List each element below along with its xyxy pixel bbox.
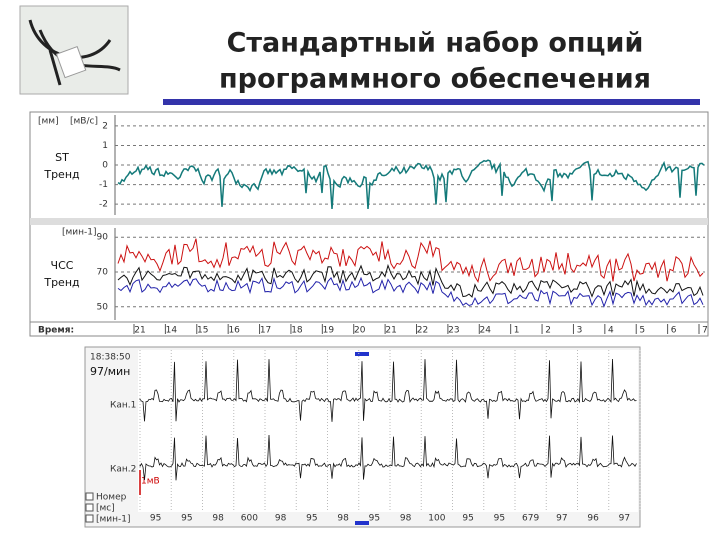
card (55, 45, 87, 79)
rr-value: 95 (306, 514, 317, 524)
separator (30, 218, 708, 225)
label: ЧСС (51, 259, 74, 272)
time-label: 5 (639, 326, 645, 336)
rr-value: 98 (212, 514, 224, 524)
rr-value: 98 (400, 514, 412, 524)
scale: 1мВ (141, 477, 160, 487)
time-label: 2 (545, 326, 551, 336)
time-label: 19 (323, 326, 335, 336)
ecg-trace (139, 358, 637, 422)
time-label: 1 (514, 326, 520, 336)
y-tick-label: -1 (99, 180, 108, 190)
time-label: 21 (134, 326, 145, 336)
rr-value: 98 (275, 514, 287, 524)
time-label: 6 (671, 326, 677, 336)
hr-trace (117, 238, 704, 284)
checkbox[interactable] (85, 492, 94, 501)
option-label: [мин-1] (96, 515, 131, 525)
ecg-area (138, 350, 638, 512)
channel: Кан.1 (110, 401, 136, 411)
hr-trace (117, 276, 704, 308)
label: Время: (38, 326, 74, 336)
hr-trace (117, 263, 704, 298)
checkbox[interactable] (85, 503, 94, 512)
option-label: Номер (96, 493, 127, 503)
st-trace (117, 159, 705, 209)
time-label: 16 (228, 326, 240, 336)
time-label: 24 (480, 326, 492, 336)
rr-value: 600 (241, 514, 258, 524)
y-tick-label: 70 (97, 268, 109, 278)
label: Тренд (43, 276, 80, 289)
ecg-traces (139, 350, 641, 512)
unit: [мин-1] (62, 228, 97, 238)
ecg-trace (139, 434, 637, 481)
title: программного обеспечения (219, 64, 651, 95)
y-tick-label: -2 (99, 200, 108, 210)
channel: Кан.2 (110, 465, 136, 475)
time-label: 22 (417, 326, 428, 336)
time-label: 15 (197, 326, 208, 336)
rr-value: 98 (337, 514, 349, 524)
title: Стандартный набор опций (227, 28, 644, 59)
time-label: 20 (354, 326, 366, 336)
rr-value: 95 (181, 514, 192, 524)
title-bar (163, 99, 700, 105)
time-label: 14 (166, 326, 178, 336)
rr-value: 100 (428, 514, 445, 524)
rr-value: 95 (369, 514, 380, 524)
rr-value: 95 (462, 514, 473, 524)
rr-value: 97 (619, 514, 630, 524)
label: Тренд (43, 168, 80, 181)
rr-value: 95 (494, 514, 505, 524)
y-tick-label: 50 (97, 302, 109, 312)
checkbox[interactable] (85, 514, 94, 523)
rr-value: 96 (587, 514, 599, 524)
time-label: 17 (260, 326, 271, 336)
time-label: 7 (702, 326, 708, 336)
time-label: 4 (608, 326, 614, 336)
label: ST (55, 151, 69, 164)
time-label: 21 (385, 326, 396, 336)
time-label: 3 (577, 326, 583, 336)
rr-value: 95 (150, 514, 161, 524)
time-label: 18 (291, 326, 303, 336)
marker (355, 521, 369, 525)
y-tick-label: 1 (102, 141, 108, 151)
rr-value: 679 (522, 514, 539, 524)
rr-value: 97 (556, 514, 567, 524)
option-label: [мс] (96, 504, 115, 514)
marker (355, 352, 369, 356)
time-label: 23 (448, 326, 459, 336)
y-tick-label: 90 (97, 233, 109, 243)
unit: [мм] (38, 117, 59, 127)
y-tick-label: 2 (102, 121, 108, 131)
time: 18:38:50 (90, 353, 131, 363)
y-tick-label: 0 (102, 161, 108, 171)
unit: [мВ/с] (70, 117, 98, 127)
rate: 97/мин (90, 365, 130, 378)
